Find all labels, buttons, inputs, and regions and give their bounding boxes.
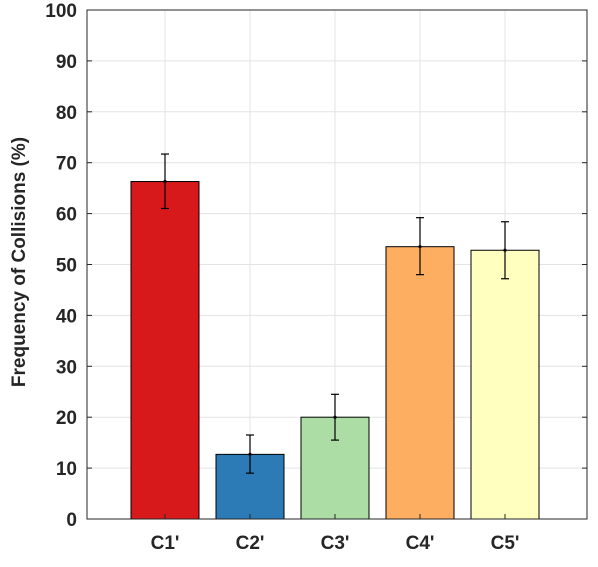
- y-tick-label: 100: [45, 1, 77, 22]
- y-tick-label: 30: [56, 357, 77, 378]
- x-tick-label: C3': [321, 533, 350, 554]
- mean-marker: [333, 415, 337, 419]
- bar-layer: [130, 181, 540, 520]
- y-tick-label: 0: [66, 510, 77, 531]
- error-bar: [161, 153, 169, 210]
- y-tick-label: 60: [56, 205, 77, 226]
- y-tick-label: 80: [56, 103, 77, 124]
- error-bar-layer: [161, 153, 509, 474]
- error-bar: [246, 434, 254, 474]
- error-bar: [416, 217, 424, 276]
- y-tick-label: 40: [56, 306, 77, 327]
- axis-layer: [86, 9, 588, 520]
- y-tick-label: 20: [56, 408, 77, 429]
- y-axis-label: Frequency of Collisions (%): [9, 137, 30, 387]
- y-tick-label: 10: [56, 459, 77, 480]
- bar-c4: [385, 246, 455, 520]
- x-tick-label: C2': [236, 533, 265, 554]
- y-tick-label: 50: [56, 256, 77, 277]
- mean-marker: [163, 179, 167, 184]
- error-bar: [501, 221, 509, 280]
- bar-c1: [130, 181, 200, 520]
- plot-frame: [86, 9, 588, 520]
- bar-c5: [470, 249, 540, 520]
- y-tick-label: 70: [56, 154, 77, 175]
- error-bar: [331, 393, 339, 441]
- mean-marker: [418, 245, 422, 249]
- x-tick-label: C1': [151, 533, 180, 554]
- mean-marker: [248, 452, 252, 456]
- x-tick-label: C4': [406, 533, 435, 554]
- mean-marker: [503, 248, 507, 252]
- label-layer: 0 10 20 30 40 50 60 70 80 90 100 C1' C2' C3' C4' C5': [45, 1, 519, 554]
- x-tick-label: C5': [491, 533, 520, 554]
- y-tick-label: 90: [56, 52, 77, 73]
